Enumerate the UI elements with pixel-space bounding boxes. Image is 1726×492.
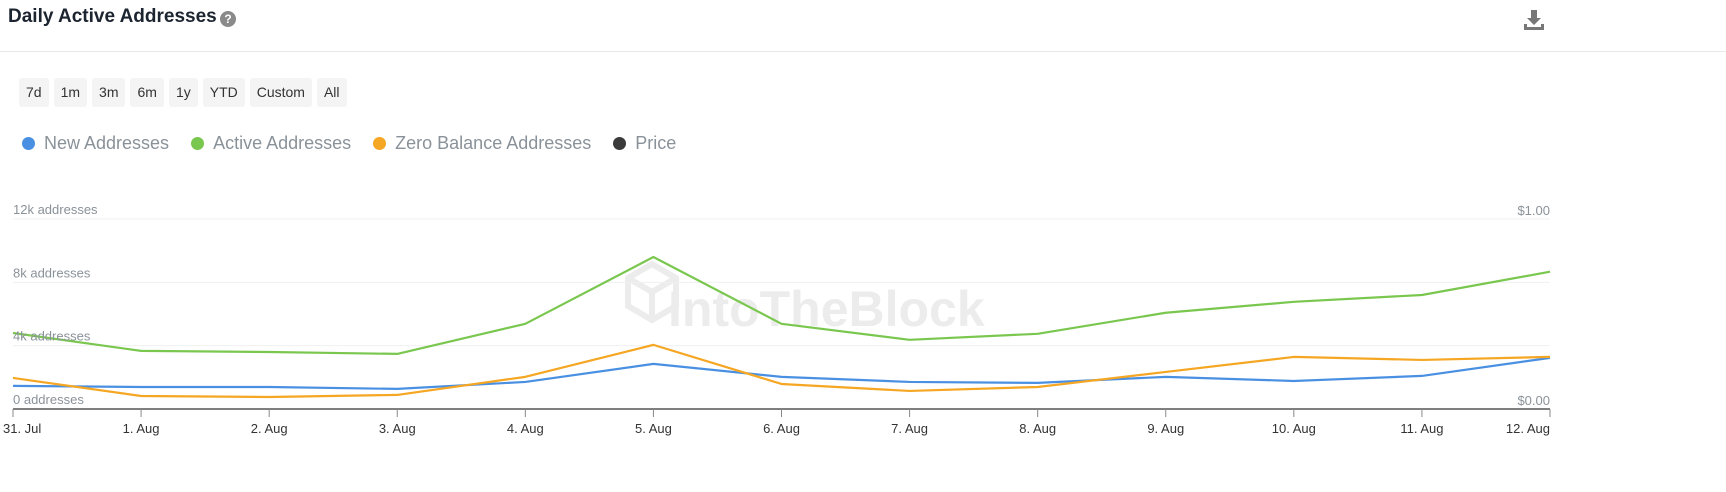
- legend-dot: [613, 137, 627, 150]
- y-tick-label: 8k addresses: [13, 265, 91, 280]
- x-tick-label: 5. Aug: [635, 421, 672, 436]
- legend-dot: [22, 137, 35, 150]
- legend-dot: [191, 137, 205, 150]
- y2-tick-label: $0.00: [1517, 393, 1550, 408]
- x-tick-label: 2. Aug: [251, 421, 288, 436]
- legend-dot: [373, 137, 387, 150]
- x-tick-label: 31. Jul: [3, 421, 41, 436]
- chart-legend: New Addresses Active Addresses Zero Bala…: [22, 133, 676, 154]
- legend-active-addresses[interactable]: Active Addresses: [191, 133, 351, 154]
- series-line-zero-balance-addresses: [12, 343, 1551, 399]
- y-tick-label: 0 addresses: [13, 392, 84, 407]
- x-tick-label: 1. Aug: [123, 421, 160, 436]
- x-tick-label: 11. Aug: [1400, 421, 1443, 436]
- legend-new-addresses[interactable]: New Addresses: [22, 133, 169, 154]
- range-7d[interactable]: 7d: [19, 78, 49, 107]
- page-title: Daily Active Addresses: [8, 6, 217, 27]
- legend-label: Price: [635, 133, 677, 153]
- range-all[interactable]: All: [316, 78, 347, 107]
- legend-label: Zero Balance Addresses: [395, 133, 592, 153]
- x-tick-label: 6. Aug: [763, 421, 800, 436]
- range-1m[interactable]: 1m: [53, 78, 88, 107]
- legend-price[interactable]: Price: [613, 133, 676, 154]
- range-6m[interactable]: 6m: [130, 78, 164, 107]
- x-tick-label: 7. Aug: [891, 421, 928, 436]
- watermark: IntoTheBlock: [668, 281, 985, 337]
- y2-tick-label: $1.00: [1517, 203, 1550, 218]
- x-tick-label: 10. Aug: [1272, 421, 1316, 436]
- legend-label: New Addresses: [44, 133, 170, 153]
- download-icon[interactable]: [1522, 8, 1546, 32]
- header-divider: [0, 51, 1726, 52]
- y-tick-label: 12k addresses: [13, 202, 98, 217]
- legend-zero-balance-addresses[interactable]: Zero Balance Addresses: [373, 133, 591, 154]
- x-tick-label: 3. Aug: [379, 421, 416, 436]
- x-tick-label: 4. Aug: [507, 421, 544, 436]
- x-tick-label: 9. Aug: [1147, 421, 1184, 436]
- range-3m[interactable]: 3m: [92, 78, 126, 107]
- time-range-selector: 7d 1m 3m 6m 1y YTD Custom All: [19, 78, 347, 107]
- range-custom[interactable]: Custom: [249, 78, 312, 107]
- y-tick-label: 4k addresses: [13, 329, 91, 344]
- series-line-active-addresses: [12, 255, 1551, 355]
- series-line-new-addresses: [12, 356, 1551, 390]
- range-ytd[interactable]: YTD: [202, 78, 245, 107]
- x-tick-label: 8. Aug: [1019, 421, 1056, 436]
- help-icon[interactable]: ?: [220, 11, 236, 27]
- x-tick-label: 12. Aug: [1506, 421, 1550, 436]
- legend-label: Active Addresses: [213, 133, 352, 153]
- range-1y[interactable]: 1y: [168, 78, 198, 107]
